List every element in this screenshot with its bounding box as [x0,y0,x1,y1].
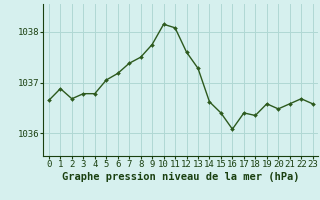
X-axis label: Graphe pression niveau de la mer (hPa): Graphe pression niveau de la mer (hPa) [62,172,300,182]
